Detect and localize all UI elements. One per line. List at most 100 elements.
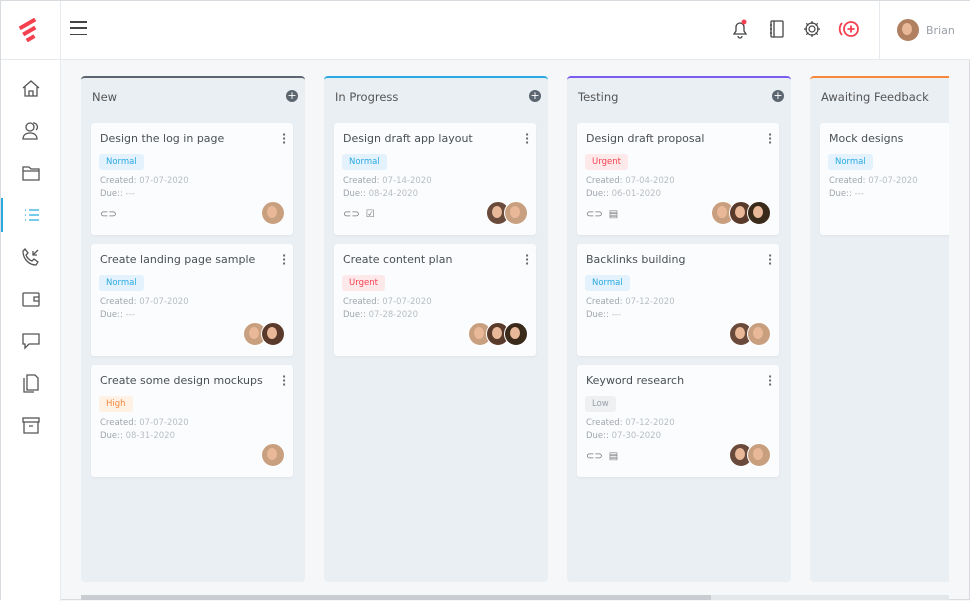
card-title: Design draft app layout xyxy=(343,132,473,145)
wallet-icon xyxy=(22,292,40,307)
chat-icon xyxy=(22,333,40,350)
sidebar-item-home[interactable] xyxy=(1,72,61,106)
gear-icon[interactable] xyxy=(801,18,823,40)
assignee-avatar[interactable] xyxy=(261,201,285,225)
assignee-avatar[interactable] xyxy=(747,443,771,467)
assignee-avatar[interactable] xyxy=(747,322,771,346)
add-card-icon[interactable]: + xyxy=(772,89,784,102)
created-date: Created: 07-12-2020 xyxy=(586,418,675,428)
more-options-icon[interactable]: · · · xyxy=(282,370,287,391)
created-label: Created: xyxy=(100,418,140,428)
column-new: New + Design the log in page · · · Normal C… xyxy=(81,76,305,582)
created-date: Created: 07-07-2020 xyxy=(343,297,432,307)
sidebar-item-documents[interactable] xyxy=(1,366,61,400)
priority-badge: Normal xyxy=(342,154,387,170)
priority-badge: Normal xyxy=(828,154,873,170)
more-options-icon[interactable]: · · · xyxy=(525,128,530,149)
card-title: Design draft proposal xyxy=(586,132,705,145)
top-bar: Brian xyxy=(1,1,970,60)
task-card[interactable]: Create content plan · · · Urgent Created: … xyxy=(334,244,536,356)
due-value: 08-31-2020 xyxy=(125,431,175,441)
add-card-icon[interactable]: + xyxy=(529,89,541,102)
more-options-icon[interactable]: · · · xyxy=(282,249,287,270)
task-card[interactable]: Keyword research · · · Low Created: 07-12-… xyxy=(577,365,779,477)
created-date: Created: 07-14-2020 xyxy=(343,176,432,186)
created-date: Created: 07-07-2020 xyxy=(100,176,189,186)
more-options-icon[interactable]: · · · xyxy=(768,249,773,270)
bell-icon[interactable] xyxy=(729,18,751,40)
sidebar-item-contacts[interactable] xyxy=(1,114,61,148)
due-value: --- xyxy=(854,189,864,199)
created-date: Created: 07-07-2020 xyxy=(100,297,189,307)
more-options-icon[interactable]: · · · xyxy=(282,128,287,149)
card-title: Design the log in page xyxy=(100,132,225,145)
task-card[interactable]: Design draft proposal · · · Urgent Created… xyxy=(577,123,779,235)
created-date: Created: 07-12-2020 xyxy=(586,297,675,307)
due-value: --- xyxy=(125,189,135,199)
created-label: Created: xyxy=(343,297,383,307)
sidebar-item-phone[interactable] xyxy=(1,240,61,274)
created-label: Created: xyxy=(586,418,626,428)
task-card[interactable]: Mock designs ··· Normal Created: 07-07-2… xyxy=(820,123,949,235)
created-value: 07-07-2020 xyxy=(139,176,189,186)
due-value: --- xyxy=(125,310,135,320)
sidebar-item-wallet[interactable] xyxy=(1,282,61,316)
created-value: 07-12-2020 xyxy=(625,297,675,307)
created-label: Created: xyxy=(343,176,383,186)
assignee-avatar[interactable] xyxy=(747,201,771,225)
priority-badge: Normal xyxy=(99,275,144,291)
scrollbar-thumb[interactable] xyxy=(81,595,711,600)
sidebar-item-list[interactable] xyxy=(1,198,61,232)
due-label: Due:: xyxy=(343,310,369,320)
paperclip-icon: ⊂⊃ xyxy=(586,451,603,462)
task-card[interactable]: Design the log in page · · · Normal Create… xyxy=(91,123,293,235)
more-options-icon[interactable]: · · · xyxy=(525,249,530,270)
created-value: 07-07-2020 xyxy=(382,297,432,307)
logo[interactable] xyxy=(1,1,61,59)
sidebar-item-folder[interactable] xyxy=(1,156,61,190)
task-card[interactable]: Create landing page sample · · · Normal Cr… xyxy=(91,244,293,356)
home-icon xyxy=(22,80,40,97)
card-title: Keyword research xyxy=(586,374,685,387)
due-date: Due:: --- xyxy=(100,189,135,199)
menu-icon[interactable] xyxy=(70,21,87,35)
created-label: Created: xyxy=(586,176,626,186)
user-name: Brian xyxy=(926,23,955,37)
column-title: Testing xyxy=(578,90,619,104)
documents-icon xyxy=(23,374,39,393)
comment-icon: ▤ xyxy=(608,451,619,462)
due-date: Due:: 06-01-2020 xyxy=(586,189,661,199)
archive-icon xyxy=(22,417,40,434)
sidebar-item-archive[interactable] xyxy=(1,408,61,442)
created-date: Created: 07-07-2020 xyxy=(100,418,189,428)
more-options-icon[interactable]: · · · xyxy=(768,370,773,391)
checkbox-icon: ☑ xyxy=(365,209,375,220)
created-label: Created: xyxy=(586,297,626,307)
sidebar xyxy=(1,60,61,601)
add-card-icon[interactable]: + xyxy=(286,89,298,102)
column-title: Awaiting Feedback xyxy=(821,90,929,104)
column-title: New xyxy=(92,90,118,104)
assignee-avatar[interactable] xyxy=(261,443,285,467)
add-broadcast-icon[interactable] xyxy=(837,18,863,40)
more-options-icon[interactable]: · · · xyxy=(768,128,773,149)
due-label: Due:: xyxy=(586,310,612,320)
created-value: 07-07-2020 xyxy=(139,418,189,428)
task-card[interactable]: Create some design mockups · · · High Crea… xyxy=(91,365,293,477)
sidebar-item-chat[interactable] xyxy=(1,324,61,358)
priority-badge: Urgent xyxy=(342,275,385,291)
contacts-icon xyxy=(22,122,38,140)
created-value: 07-12-2020 xyxy=(625,418,675,428)
horizontal-scrollbar[interactable] xyxy=(81,595,949,600)
task-card[interactable]: Backlinks building · · · Normal Created: 0… xyxy=(577,244,779,356)
assignee-avatar[interactable] xyxy=(504,201,528,225)
due-date: Due:: 08-24-2020 xyxy=(343,189,418,199)
priority-badge: High xyxy=(99,396,133,412)
paperclip-icon: ⊂⊃ xyxy=(100,209,117,220)
notebook-icon[interactable] xyxy=(766,18,788,40)
assignee-avatar[interactable] xyxy=(261,322,285,346)
user-menu[interactable]: Brian xyxy=(879,1,970,59)
priority-badge: Urgent xyxy=(585,154,628,170)
task-card[interactable]: Design draft app layout · · · Normal Creat… xyxy=(334,123,536,235)
assignee-avatar[interactable] xyxy=(504,322,528,346)
